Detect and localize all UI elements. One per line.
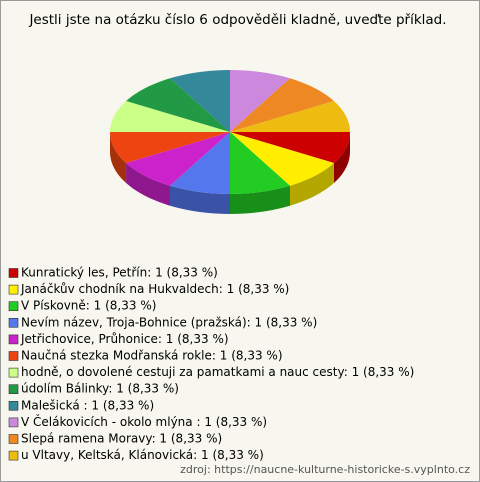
legend-label: Malešická : 1 (8,33 %)	[21, 398, 154, 412]
slice	[230, 132, 290, 194]
legend-swatch	[8, 284, 19, 295]
slice	[170, 132, 230, 194]
legend-swatch	[8, 384, 19, 395]
legend-label: Naučná stezka Modřanská rokle: 1 (8,33 %…	[21, 349, 283, 363]
legend-swatch	[8, 417, 19, 428]
slice	[110, 101, 230, 132]
slice-side	[110, 132, 127, 183]
slice	[110, 132, 230, 163]
slice-side	[126, 163, 170, 206]
legend-label: údolím Bálinky: 1 (8,33 %)	[21, 382, 179, 396]
legend-swatch	[8, 301, 19, 312]
legend-label: V Čelákovicích - okolo mlýna : 1 (8,33 %…	[21, 414, 267, 429]
legend-swatch	[8, 367, 19, 378]
legend-swatch	[8, 351, 19, 361]
slice	[230, 132, 350, 163]
legend-swatch	[8, 317, 19, 328]
legend-label: Nevím název, Troja-Bohnice (pražská): 1 …	[21, 315, 317, 329]
legend-label: Slepá ramena Moravy: 1 (8,33 %)	[21, 432, 222, 446]
legend-swatch	[8, 334, 19, 345]
legend-label: V Pískovně: 1 (8,33 %)	[21, 299, 156, 313]
legend-label: hodně, o dovolené cestuji za pamatkami a…	[21, 365, 414, 379]
slice-side	[230, 185, 290, 214]
slice	[230, 78, 334, 132]
legend-swatch	[8, 450, 19, 461]
slice	[126, 132, 230, 186]
legend-label: Janáčkův chodník na Hukvaldech: 1 (8,33 …	[20, 282, 289, 296]
slice-side	[170, 185, 230, 214]
slice-side	[333, 132, 350, 183]
slice	[170, 70, 230, 132]
legend-label: Kunratický les, Petřín: 1 (8,33 %)	[21, 266, 218, 280]
slice	[230, 101, 350, 132]
legend-label: u Vltavy, Keltská, Klánovická: 1 (8,33 %…	[21, 448, 264, 462]
legend-swatch	[8, 268, 19, 278]
legend-swatch	[8, 400, 19, 411]
slice	[126, 78, 230, 132]
legend-label: Jetřichovice, Průhonice: 1 (8,33 %)	[20, 332, 229, 346]
legend-swatch	[8, 434, 19, 444]
chart-title: Jestli jste na otázku číslo 6 odpověděli…	[28, 12, 446, 28]
source: zdroj: https://naucne-kulturne-historick…	[180, 463, 470, 476]
slice	[230, 70, 290, 132]
slice	[230, 132, 334, 186]
slice-side	[290, 163, 334, 206]
